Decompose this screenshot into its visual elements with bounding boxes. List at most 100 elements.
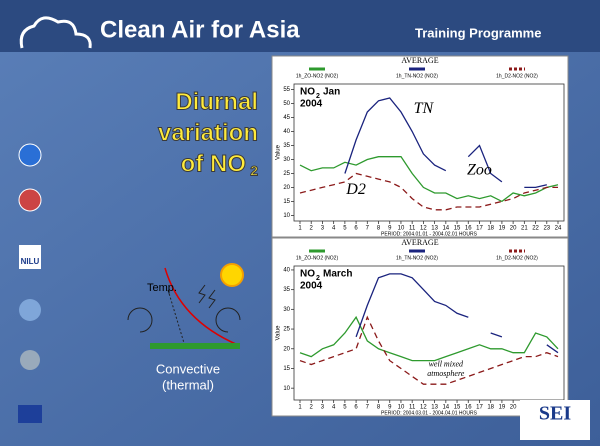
chart-title: AVERAGE xyxy=(401,238,438,247)
plot-area xyxy=(293,265,565,401)
x-tick-label: 21 xyxy=(521,226,528,232)
logo-text: NILU xyxy=(21,257,40,266)
x-tick-label: 6 xyxy=(354,405,358,411)
radiation xyxy=(198,284,216,309)
x-tick-label: 5 xyxy=(343,226,347,232)
logo xyxy=(19,299,41,321)
x-tick-label: 18 xyxy=(487,405,494,411)
convection-diagram: Temp. Convective (thermal) xyxy=(127,263,244,392)
ground xyxy=(150,343,240,349)
y-tick-label: 50 xyxy=(283,101,290,107)
y-tick-label: 10 xyxy=(283,213,290,219)
x-tick-label: 2 xyxy=(310,405,314,411)
logo xyxy=(18,188,42,212)
legend-label: 1h_D2-NO2 (NO2) xyxy=(496,73,538,79)
x-tick-label: 12 xyxy=(420,226,427,232)
x-tick-label: 11 xyxy=(409,405,416,411)
label-rest: Jan xyxy=(323,87,340,98)
logo xyxy=(20,350,40,370)
x-tick-label: 16 xyxy=(465,226,472,232)
x-tick-label: 13 xyxy=(431,405,438,411)
x-tick-label: 11 xyxy=(409,226,416,232)
caption: (thermal) xyxy=(162,377,214,392)
heading-line: Diurnal xyxy=(175,88,258,115)
y-tick-label: 25 xyxy=(283,171,290,177)
left-logos: NILU xyxy=(18,143,42,423)
x-tick-label: 2 xyxy=(310,226,314,232)
x-tick-label: 18 xyxy=(487,226,494,232)
y-tick-label: 45 xyxy=(283,115,290,121)
series-line xyxy=(355,273,559,354)
x-tick-label: 15 xyxy=(454,405,461,411)
x-tick-label: 13 xyxy=(431,226,438,232)
y-tick-label: 30 xyxy=(283,157,290,163)
y-tick-label: 10 xyxy=(283,386,290,392)
legend-label: 1h_TN-NO2 (NO2) xyxy=(396,73,438,79)
header-title: Clean Air for Asia xyxy=(100,16,300,43)
x-tick-label: 19 xyxy=(499,226,506,232)
charts: AVERAGE 1h_ZO-NO2 (NO2) 1h_TN-NO2 (NO2) 1h_… xyxy=(271,55,569,417)
legend-label: 1h_TN-NO2 (NO2) xyxy=(396,255,438,261)
label-line2: 2004 xyxy=(300,99,323,110)
annotation: atmosphere xyxy=(427,369,464,378)
y-tick-label: 20 xyxy=(283,346,290,352)
sei-logo xyxy=(520,400,590,440)
series-line xyxy=(344,97,547,189)
temp-label: Temp. xyxy=(147,282,177,294)
x-tick-label: 10 xyxy=(398,405,405,411)
x-tick-label: 3 xyxy=(321,405,325,411)
x-tick-label: 8 xyxy=(377,405,381,411)
label-main: NO xyxy=(300,269,315,280)
label-rest: March xyxy=(323,269,352,280)
series-line xyxy=(299,156,559,203)
x-tick-label: 19 xyxy=(499,405,506,411)
x-tick-label: 10 xyxy=(398,226,405,232)
x-tick-label: 14 xyxy=(442,405,449,411)
series-line xyxy=(299,172,558,211)
x-tick-label: 1 xyxy=(298,226,302,232)
x-tick-label: 9 xyxy=(388,226,392,232)
x-tick-label: 6 xyxy=(354,226,358,232)
logo xyxy=(19,245,41,269)
x-tick-label: 20 xyxy=(510,405,517,411)
x-tick-label: 12 xyxy=(420,405,427,411)
x-tick-label: 17 xyxy=(476,405,483,411)
annotation: Zoo xyxy=(467,161,492,178)
y-tick-label: 15 xyxy=(283,199,290,205)
series-line xyxy=(299,315,559,362)
x-tick-label: 8 xyxy=(377,226,381,232)
y-tick-label: 35 xyxy=(283,287,290,293)
x-tick-label: 4 xyxy=(332,226,336,232)
x-tick-label: 20 xyxy=(510,226,517,232)
annotation: well mixed xyxy=(429,359,464,368)
sei-text: SEI xyxy=(539,403,571,425)
chart: AVERAGE 1h_ZO-NO2 (NO2) 1h_TN-NO2 (NO2) 1h_… xyxy=(271,237,569,417)
annotation: D2 xyxy=(345,181,366,198)
logo xyxy=(18,143,42,167)
chart: AVERAGE 1h_ZO-NO2 (NO2) 1h_TN-NO2 (NO2) 1h_… xyxy=(271,55,569,238)
x-tick-label: 9 xyxy=(388,405,392,411)
y-tick-label: 40 xyxy=(283,268,290,274)
heading-sub: 2 xyxy=(250,163,258,179)
x-tick-label: 3 xyxy=(321,226,325,232)
heading-line: of NO xyxy=(181,150,246,177)
x-tick-label: 4 xyxy=(332,405,336,411)
x-tick-label: 22 xyxy=(532,226,539,232)
y-tick-label: 30 xyxy=(283,307,290,313)
legend-label: 1h_D2-NO2 (NO2) xyxy=(496,255,538,261)
x-axis-label: PERIOD: 2004.03.01 - 2004.04.01 HOURS xyxy=(381,410,478,416)
label-sub: 2 xyxy=(316,275,320,282)
x-tick-label: 14 xyxy=(442,226,449,232)
y-tick-label: 15 xyxy=(283,366,290,372)
y-tick-label: 55 xyxy=(283,87,290,93)
heading-line: variation xyxy=(158,119,258,146)
cloud-logo xyxy=(19,16,92,49)
y-tick-label: 40 xyxy=(283,129,290,135)
header-subtitle: Training Programme xyxy=(415,25,541,40)
x-axis-label: PERIOD: 2004.01.01 - 2004.02.01 HOURS xyxy=(381,231,478,237)
adiabat xyxy=(167,289,185,344)
legend-label: 1h_ZO-NO2 (NO2) xyxy=(296,255,339,261)
x-tick-label: 5 xyxy=(343,405,347,411)
sun xyxy=(220,263,244,287)
